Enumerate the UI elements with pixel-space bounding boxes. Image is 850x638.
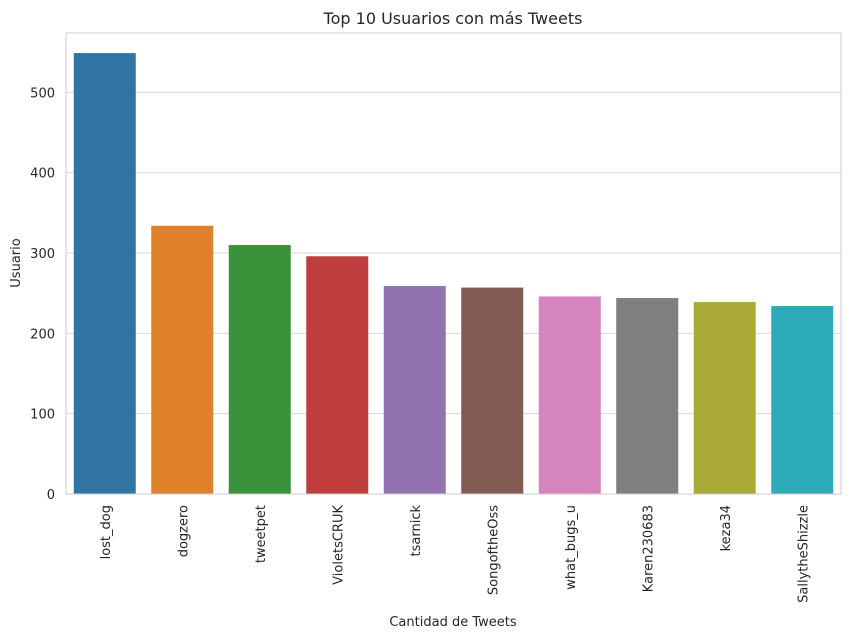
y-tick-label: 400	[30, 167, 55, 182]
bar-SongoftheOss	[461, 287, 524, 494]
y-tick-label: 200	[30, 327, 55, 342]
x-tick-label: what_bugs_u	[564, 505, 579, 590]
bar-dogzero	[151, 225, 214, 494]
x-axis-label: Cantidad de Tweets	[389, 615, 516, 630]
x-tick-label: SallytheShizzle	[796, 505, 811, 603]
x-tick-label: dogzero	[176, 505, 191, 557]
chart-title: Top 10 Usuarios con más Tweets	[323, 9, 583, 28]
x-tick-label: lost_dog	[99, 505, 114, 559]
y-tick-label: 0	[47, 488, 55, 503]
y-tick-label: 500	[30, 86, 55, 101]
y-tick-label: 300	[30, 247, 55, 262]
x-tick-label: VioletsCRUK	[331, 505, 346, 585]
bar-tweetpet	[228, 245, 291, 494]
bar-what_bugs_u	[538, 296, 601, 494]
x-tick-label: Karen230683	[641, 505, 656, 592]
x-tick-label: tsarnick	[409, 505, 424, 557]
bar-tsarnick	[383, 285, 446, 494]
bar-keza34	[693, 302, 756, 494]
y-tick-label: 100	[30, 408, 55, 423]
bar-VioletsCRUK	[306, 256, 369, 494]
bar-lost_dog	[73, 53, 136, 494]
bar-Karen230683	[616, 298, 679, 494]
x-tick-label: tweetpet	[254, 505, 269, 563]
bar-SallytheShizzle	[771, 306, 834, 494]
y-tick-labels: 0 100 200 300 400 500	[30, 86, 55, 503]
bars	[73, 53, 834, 494]
plot-frame	[65, 32, 842, 495]
x-tick-label: keza34	[719, 505, 734, 551]
x-tick-labels: lost_dog dogzero tweetpet VioletsCRUK tsarni…	[99, 505, 812, 603]
y-axis-label: Usuario	[9, 238, 24, 287]
x-tick-label: SongoftheOss	[486, 505, 501, 595]
